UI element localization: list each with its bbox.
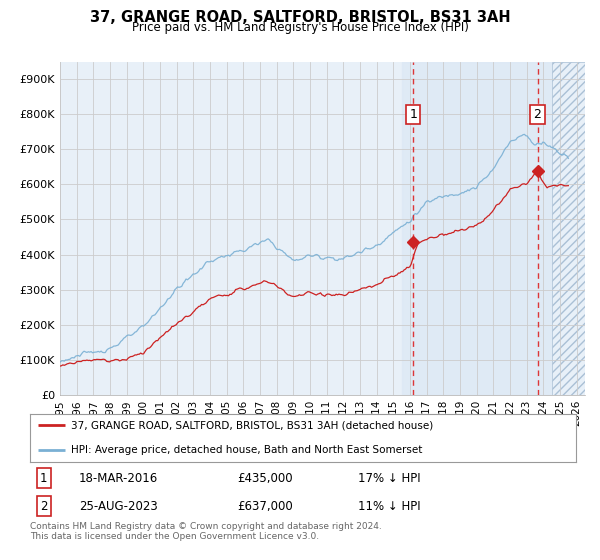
Text: 2: 2 — [533, 108, 541, 121]
Text: 17% ↓ HPI: 17% ↓ HPI — [358, 472, 420, 484]
Text: 37, GRANGE ROAD, SALTFORD, BRISTOL, BS31 3AH (detached house): 37, GRANGE ROAD, SALTFORD, BRISTOL, BS31… — [71, 421, 433, 430]
Bar — [551, 62, 585, 395]
Text: HPI: Average price, detached house, Bath and North East Somerset: HPI: Average price, detached house, Bath… — [71, 445, 422, 455]
Text: 37, GRANGE ROAD, SALTFORD, BRISTOL, BS31 3AH: 37, GRANGE ROAD, SALTFORD, BRISTOL, BS31… — [89, 10, 511, 25]
Text: 18-MAR-2016: 18-MAR-2016 — [79, 472, 158, 484]
Bar — [401, 62, 585, 395]
Text: £435,000: £435,000 — [238, 472, 293, 484]
Text: £637,000: £637,000 — [238, 500, 293, 513]
Text: Price paid vs. HM Land Registry's House Price Index (HPI): Price paid vs. HM Land Registry's House … — [131, 21, 469, 34]
Text: 11% ↓ HPI: 11% ↓ HPI — [358, 500, 420, 513]
Text: 1: 1 — [409, 108, 417, 121]
Bar — [551, 62, 585, 395]
Text: 2: 2 — [40, 500, 47, 513]
Text: 1: 1 — [40, 472, 47, 484]
Text: Contains HM Land Registry data © Crown copyright and database right 2024.
This d: Contains HM Land Registry data © Crown c… — [30, 522, 382, 542]
Text: 25-AUG-2023: 25-AUG-2023 — [79, 500, 158, 513]
